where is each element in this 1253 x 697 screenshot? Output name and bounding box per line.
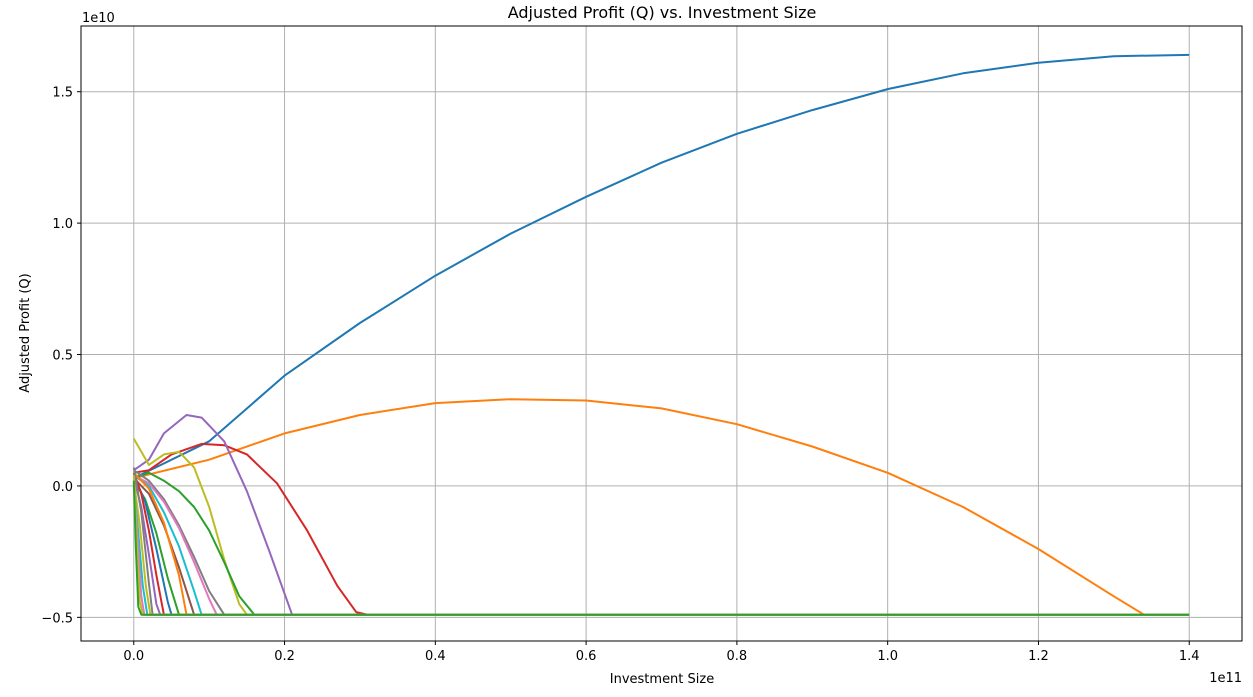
plot-frame (80, 25, 1243, 642)
series-line-5 (132, 438, 1190, 616)
series-line-21 (132, 480, 1190, 616)
x-tick-label: 0.0 (123, 649, 144, 664)
y-tick-label: 1.0 (52, 217, 73, 232)
x-offset-text: 1e11 (1209, 671, 1242, 686)
series-line-17 (132, 480, 1190, 616)
series-line-8 (133, 474, 1190, 616)
y-tick-label: 1.5 (52, 86, 73, 101)
series-line-7 (133, 469, 1190, 616)
y-tick-label: −0.5 (41, 611, 73, 626)
y-tick-label: 0.0 (52, 480, 73, 495)
x-tick-label: 0.2 (274, 649, 295, 664)
y-offset-text: 1e10 (82, 11, 115, 26)
x-tick-label: 0.8 (727, 649, 748, 664)
chart-title: Adjusted Profit (Q) vs. Investment Size (508, 3, 817, 22)
series-line-2 (133, 398, 1190, 616)
series-line-19 (132, 483, 1190, 616)
x-tick-label: 1.2 (1028, 649, 1049, 664)
x-tick-label: 0.6 (576, 649, 597, 664)
series-line-6 (133, 471, 1190, 616)
x-tick-label: 0.4 (425, 649, 446, 664)
series-line-16 (132, 467, 1190, 616)
series-line-12 (132, 480, 1190, 616)
series-line-10 (133, 477, 1190, 616)
series-line-1 (133, 53, 1190, 479)
y-axis-label: Adjusted Profit (Q) (18, 273, 33, 392)
x-tick-label: 1.0 (877, 649, 898, 664)
y-tick-label: 0.5 (52, 349, 73, 364)
series-line-15 (132, 477, 1190, 616)
series-line-3 (133, 442, 1190, 616)
x-axis-label: Investment Size (610, 672, 714, 687)
x-tick-label: 1.4 (1179, 649, 1200, 664)
series-line-4 (133, 414, 1190, 616)
